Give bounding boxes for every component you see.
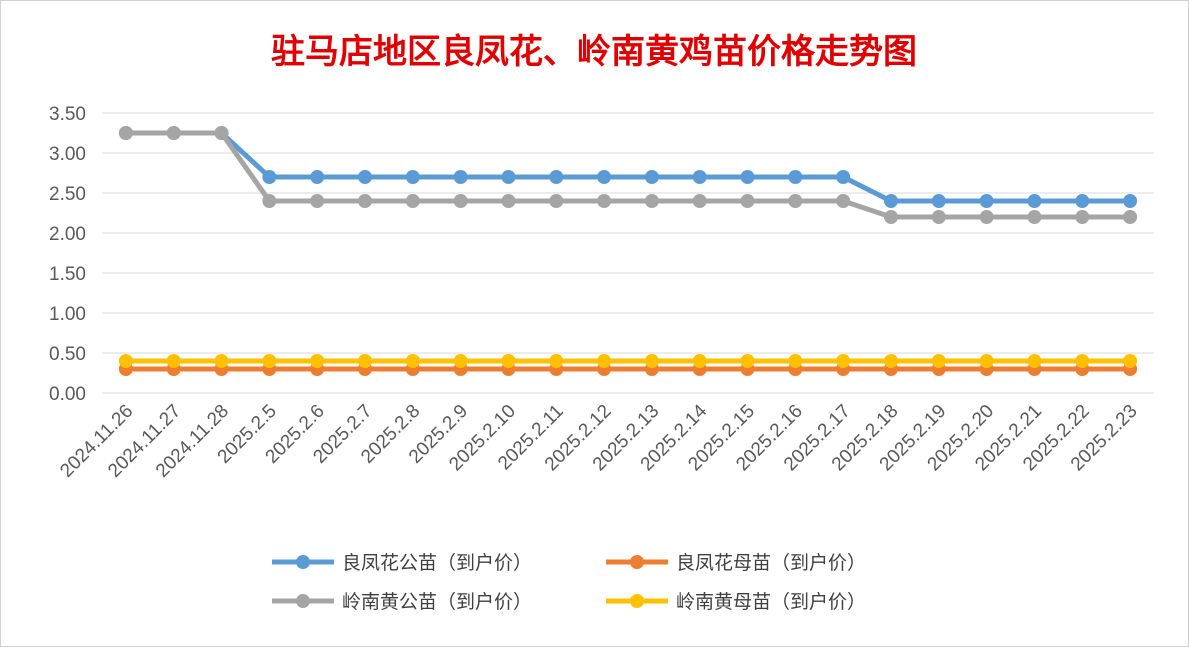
data-point — [310, 194, 325, 208]
legend-marker — [296, 555, 310, 569]
data-point — [931, 194, 946, 208]
data-point — [644, 354, 659, 368]
data-point — [692, 194, 707, 208]
data-point — [644, 194, 659, 208]
data-point — [597, 354, 612, 368]
data-point — [166, 354, 181, 368]
data-point — [884, 210, 898, 224]
legend-marker — [630, 555, 644, 569]
legend-marker — [296, 594, 310, 608]
data-point — [979, 354, 994, 368]
y-tick-label: 1.50 — [49, 264, 86, 285]
data-point — [1075, 194, 1090, 208]
data-point — [501, 354, 516, 368]
legend-item: 岭南黄公苗（到户价） — [272, 591, 532, 613]
legend: 良凤花公苗（到户价） 良凤花母苗（到户价） 岭南黄公苗（到户价） 岭南黄母苗（到户价） — [272, 552, 866, 613]
data-point — [836, 170, 851, 184]
data-point — [214, 354, 229, 368]
data-point — [358, 170, 372, 184]
data-point — [740, 354, 755, 368]
data-point — [1027, 210, 1042, 224]
data-point — [836, 194, 851, 208]
data-point — [310, 170, 325, 184]
data-point — [501, 194, 516, 208]
data-point — [262, 170, 277, 184]
data-point — [788, 194, 803, 208]
data-point — [597, 194, 612, 208]
legend-label: 岭南黄母苗（到户价） — [676, 591, 866, 613]
legend-item: 岭南黄母苗（到户价） — [606, 591, 866, 613]
data-point — [405, 354, 420, 368]
data-point — [884, 194, 898, 208]
data-point — [1027, 194, 1042, 208]
series-2 — [118, 126, 1138, 224]
data-point — [1123, 354, 1138, 368]
data-point — [214, 126, 229, 140]
data-point — [692, 354, 707, 368]
data-point — [1075, 210, 1090, 224]
data-point — [166, 126, 181, 140]
y-axis: 0.00 0.50 1.00 1.50 2.00 2.50 3.00 3.50 — [49, 104, 86, 405]
y-tick-label: 2.00 — [49, 224, 86, 245]
legend-label: 良凤花母苗（到户价） — [676, 552, 866, 574]
data-point — [453, 354, 468, 368]
data-point — [1027, 354, 1042, 368]
series-area — [118, 126, 1138, 376]
y-tick-label: 1.00 — [49, 304, 86, 325]
data-point — [549, 170, 564, 184]
y-tick-label: 3.00 — [49, 144, 86, 165]
data-point — [836, 354, 851, 368]
data-point — [884, 354, 898, 368]
data-point — [644, 170, 659, 184]
legend-label: 岭南黄公苗（到户价） — [342, 591, 532, 613]
y-tick-label: 0.50 — [49, 344, 86, 365]
y-tick-label: 3.50 — [49, 104, 86, 125]
data-point — [118, 126, 133, 140]
data-point — [1123, 194, 1138, 208]
legend-marker — [630, 594, 644, 608]
data-point — [597, 170, 612, 184]
data-point — [549, 354, 564, 368]
data-point — [405, 194, 420, 208]
data-point — [788, 170, 803, 184]
data-point — [358, 354, 372, 368]
data-point — [405, 170, 420, 184]
series-3 — [118, 354, 1138, 368]
data-point — [979, 210, 994, 224]
data-point — [549, 194, 564, 208]
chart-title: 驻马店地区良凤花、岭南黄鸡苗价格走势图 — [271, 32, 917, 72]
data-point — [740, 170, 755, 184]
data-point — [931, 354, 946, 368]
data-point — [453, 170, 468, 184]
data-point — [931, 210, 946, 224]
data-point — [740, 194, 755, 208]
x-axis: 2024.11.262024.11.272024.11.282025.2.520… — [56, 400, 1141, 481]
data-point — [692, 170, 707, 184]
data-point — [979, 194, 994, 208]
data-point — [1075, 354, 1090, 368]
data-point — [1123, 210, 1138, 224]
grid — [102, 112, 1154, 394]
data-point — [453, 194, 468, 208]
legend-item: 良凤花公苗（到户价） — [272, 552, 532, 574]
y-tick-label: 2.50 — [49, 184, 86, 205]
data-point — [262, 354, 277, 368]
data-point — [310, 354, 325, 368]
data-point — [788, 354, 803, 368]
data-point — [501, 170, 516, 184]
series-line — [125, 130, 1131, 204]
data-point — [262, 194, 277, 208]
data-point — [118, 354, 133, 368]
y-tick-label: 0.00 — [49, 384, 86, 405]
data-point — [358, 194, 372, 208]
legend-label: 良凤花公苗（到户价） — [342, 552, 532, 574]
legend-item: 良凤花母苗（到户价） — [606, 552, 866, 574]
series-line — [125, 130, 1131, 220]
